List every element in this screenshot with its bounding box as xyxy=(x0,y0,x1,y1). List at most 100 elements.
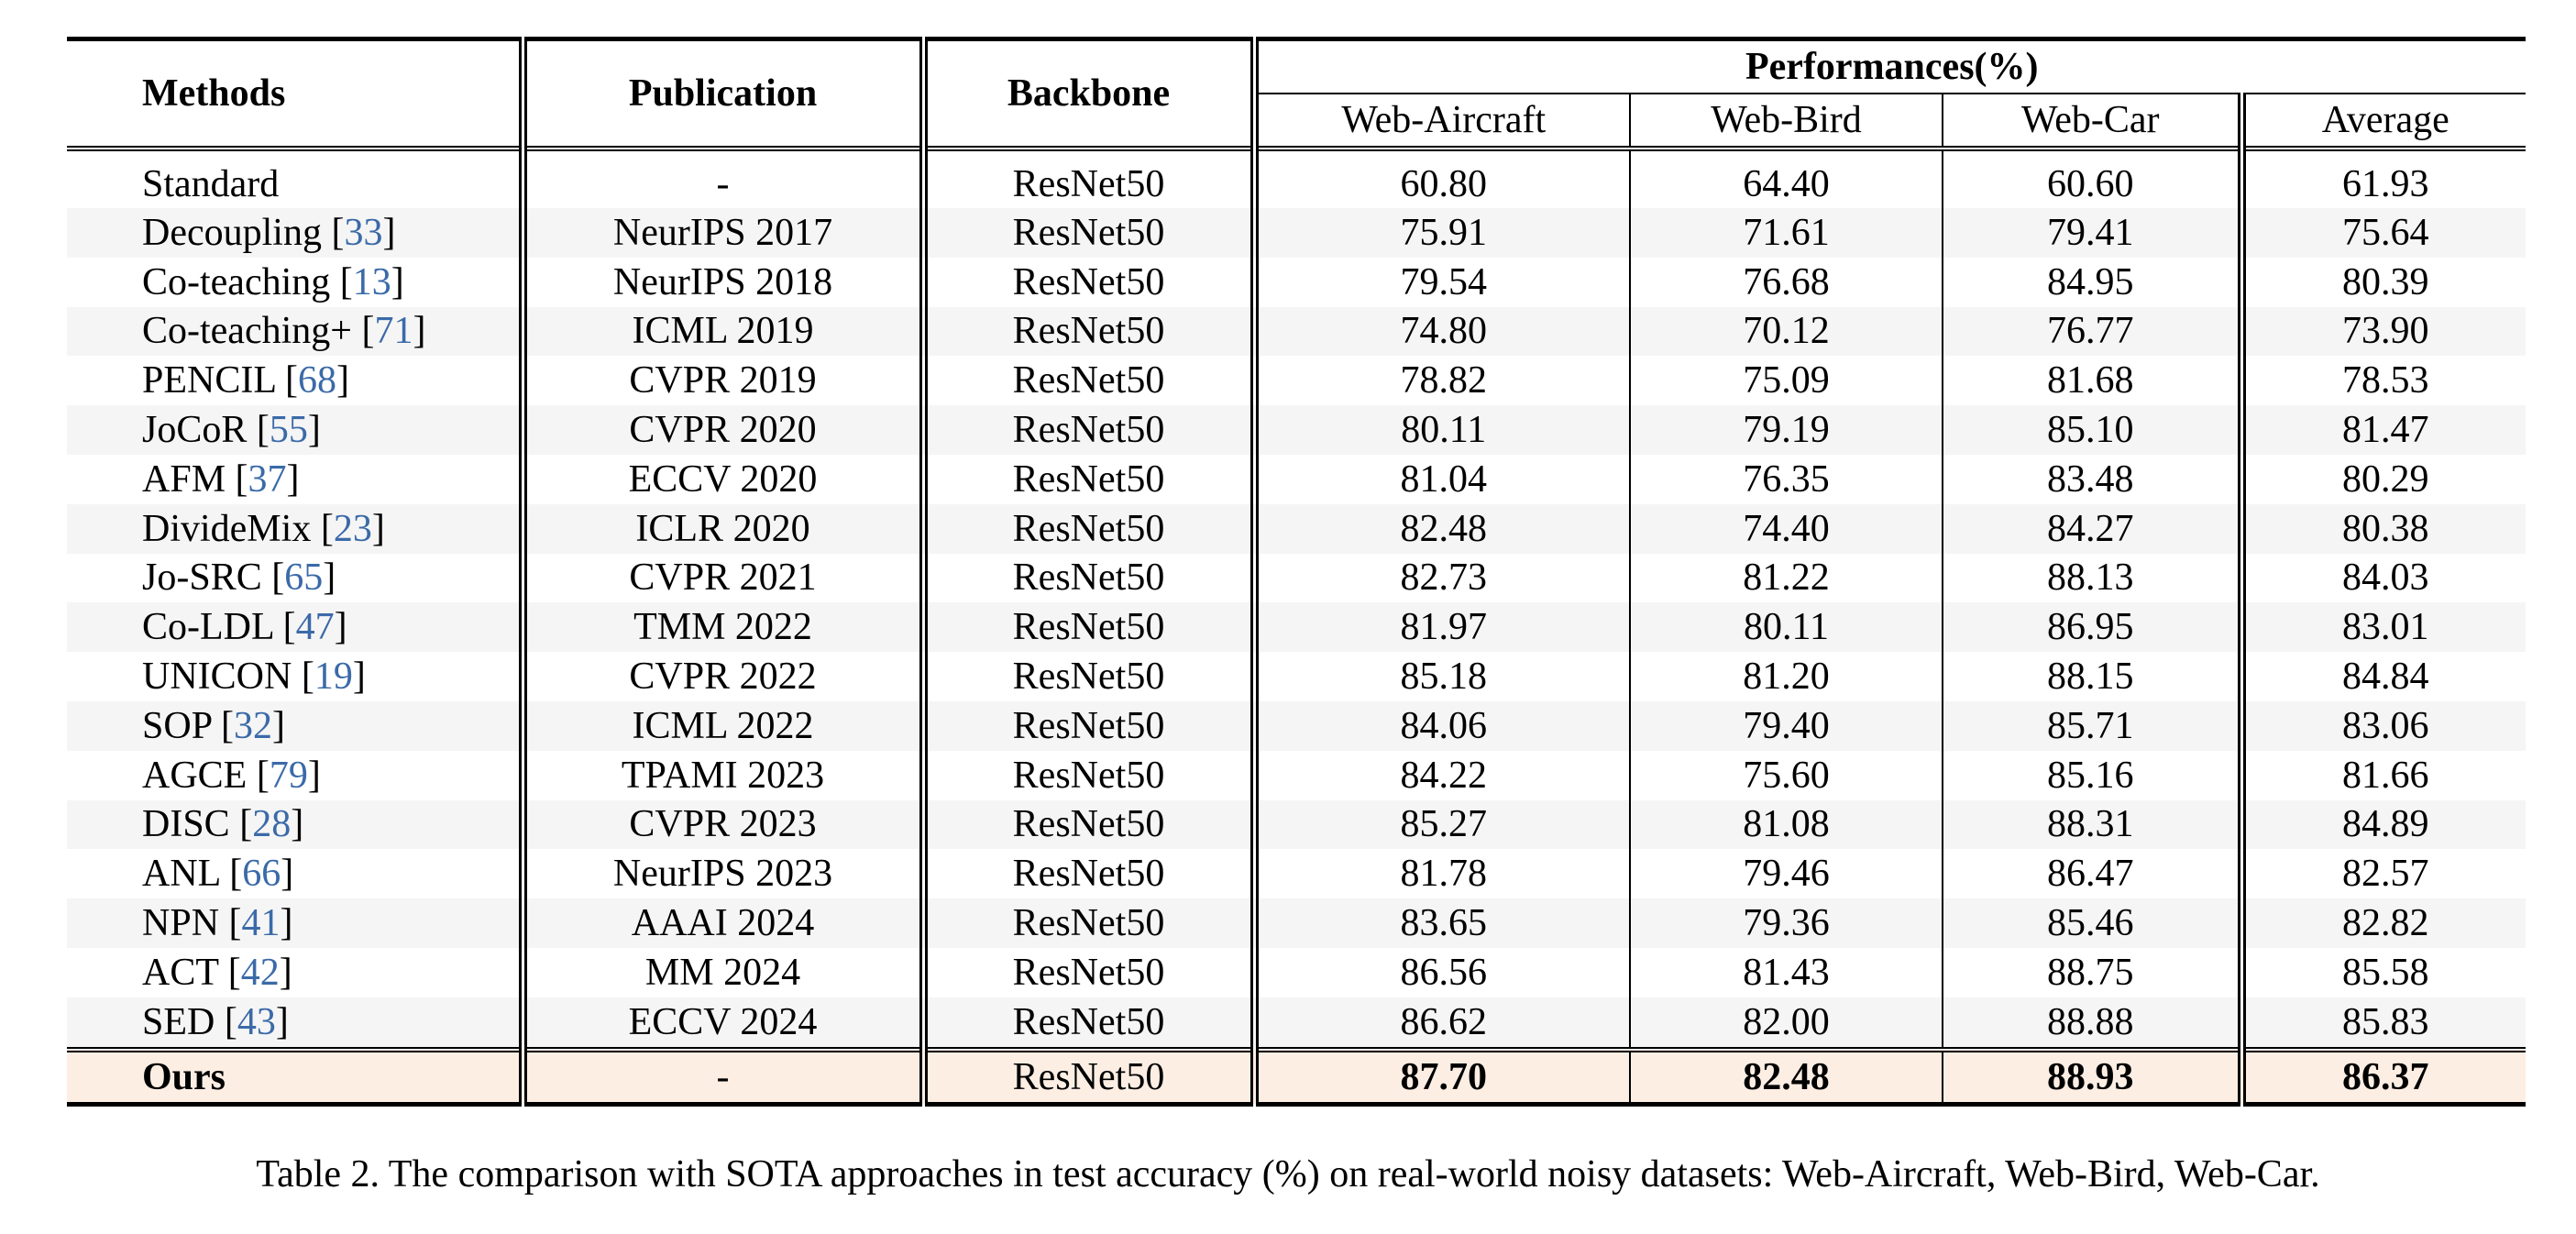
web-car-cell: 88.13 xyxy=(1943,553,2246,603)
publication-cell-ours: - xyxy=(523,1046,928,1107)
table-row: AGCE [79] TPAMI 2023 ResNet50 84.22 75.60 85.… xyxy=(67,750,2526,800)
web-car-cell: 88.88 xyxy=(1943,997,2246,1050)
table-row: SED [43] ECCV 2024 ResNet50 86.62 82.00 88.88… xyxy=(67,997,2526,1050)
average-cell: 61.93 xyxy=(2342,163,2429,205)
method-name: JoCoR xyxy=(142,409,248,452)
web-car-cell: 85.10 xyxy=(1943,405,2246,455)
method-name: Co-teaching+ xyxy=(142,310,352,353)
average-cell: 81.47 xyxy=(2241,405,2526,455)
table-row: Co-teaching [13] NeurIPS 2018 ResNet50 79.5… xyxy=(67,257,2526,307)
publication-cell: NeurIPS 2018 xyxy=(523,257,928,307)
backbone-cell: ResNet50 xyxy=(923,799,1259,850)
table-caption: Table 2. The comparison with SOTA approa… xyxy=(256,1153,2320,1195)
method-cell: AFM [37] xyxy=(67,454,527,504)
publication-cell: ECCV 2020 xyxy=(523,454,928,504)
web-aircraft-cell: 78.82 xyxy=(1254,356,1631,406)
web-aircraft-cell: 60.80 xyxy=(1254,149,1631,208)
web-car-cell: 83.48 xyxy=(1943,454,2246,504)
web-car-cell: 60.60 xyxy=(1943,149,2246,208)
method-name: DivideMix xyxy=(142,507,312,550)
header-web-bird: Web-Bird xyxy=(1630,93,1943,151)
method-cell: Co-teaching+ [71] xyxy=(67,306,527,357)
web-bird-cell: 70.12 xyxy=(1630,306,1943,357)
backbone-cell: ResNet50 xyxy=(923,208,1259,258)
citation-link[interactable]: 37 xyxy=(248,457,287,501)
publication-cell: ICML 2019 xyxy=(523,306,928,357)
table-row: SOP [32] ICML 2022 ResNet50 84.06 79.40 85.71… xyxy=(67,700,2526,751)
method-cell: SED [43] xyxy=(67,997,527,1050)
average-cell: 82.82 xyxy=(2241,898,2526,948)
average-cell: 75.64 xyxy=(2241,208,2526,258)
backbone-cell: ResNet50 xyxy=(923,602,1259,653)
backbone-cell: ResNet50 xyxy=(923,750,1259,800)
backbone-cell: ResNet50 xyxy=(923,503,1259,554)
citation-link[interactable]: 65 xyxy=(284,556,324,600)
average-cell: 80.38 xyxy=(2241,503,2526,554)
citation-link[interactable]: 55 xyxy=(269,409,308,452)
average-cell: 78.53 xyxy=(2342,359,2429,402)
backbone-cell: ResNet50 xyxy=(923,149,1259,208)
citation-link[interactable]: 28 xyxy=(252,803,292,846)
results-table: Methods Publication Backbone Performance… xyxy=(67,37,2526,1107)
method-cell: UNICON [19] xyxy=(67,652,527,701)
method-name: Co-teaching xyxy=(142,260,331,303)
backbone-cell: ResNet50 xyxy=(923,997,1259,1050)
method-cell: ACT [42] xyxy=(67,947,527,997)
header-performances: Performances(%) xyxy=(1745,46,2039,88)
average-cell: 80.29 xyxy=(2342,457,2429,501)
method-name: UNICON xyxy=(142,656,292,699)
citation-link[interactable]: 43 xyxy=(237,1000,276,1043)
citation-link[interactable]: 68 xyxy=(297,359,336,402)
backbone-cell: ResNet50 xyxy=(923,652,1259,701)
table-row: JoCoR [55] CVPR 2020 ResNet50 80.11 79.19 85.… xyxy=(67,405,2526,455)
citation-link[interactable]: 47 xyxy=(295,606,335,649)
web-aircraft-cell: 75.91 xyxy=(1254,208,1631,258)
web-bird-cell: 71.61 xyxy=(1630,208,1943,258)
citation-link[interactable]: 42 xyxy=(240,951,280,994)
citation-link[interactable]: 23 xyxy=(333,507,372,550)
table-row: Decoupling [33] NeurIPS 2017 ResNet50 75.91… xyxy=(67,208,2526,258)
web-car-cell: 88.75 xyxy=(1943,947,2246,997)
web-aircraft-cell: 86.56 xyxy=(1254,947,1631,997)
citation-link[interactable]: 71 xyxy=(374,310,413,353)
average-cell: 85.58 xyxy=(2342,951,2429,994)
web-car-cell: 85.71 xyxy=(1943,700,2246,751)
method-name: Jo-SRC xyxy=(142,556,262,600)
citation-link[interactable]: 19 xyxy=(314,656,353,699)
method-cell-ours: Ours xyxy=(67,1046,527,1107)
citation-link[interactable]: 33 xyxy=(344,211,383,254)
web-bird-cell: 76.68 xyxy=(1630,257,1943,307)
average-cell: 80.39 xyxy=(2342,260,2429,303)
web-car-cell: 84.27 xyxy=(1943,503,2246,554)
web-bird-cell: 80.11 xyxy=(1630,602,1943,653)
citation-link[interactable]: 41 xyxy=(241,902,281,945)
citation-link[interactable]: 13 xyxy=(352,260,391,303)
web-bird-cell: 81.08 xyxy=(1630,799,1943,850)
publication-cell: NeurIPS 2023 xyxy=(523,849,928,899)
web-aircraft-cell: 81.04 xyxy=(1254,454,1631,504)
web-bird-cell: 75.09 xyxy=(1630,356,1943,406)
table-row: Co-teaching+ [71] ICML 2019 ResNet50 74.80 7… xyxy=(67,306,2526,357)
citation-link[interactable]: 32 xyxy=(234,704,272,747)
average-cell: 81.66 xyxy=(2342,754,2429,797)
method-cell: AGCE [79] xyxy=(67,750,527,800)
web-aircraft-cell: 85.27 xyxy=(1254,799,1631,850)
publication-cell: CVPR 2020 xyxy=(523,405,928,455)
method-name: ANL xyxy=(142,853,220,896)
web-aircraft-cell: 83.65 xyxy=(1254,898,1631,948)
web-car-cell-ours: 88.93 xyxy=(1943,1046,2246,1107)
web-bird-cell: 79.46 xyxy=(1630,849,1943,899)
citation-link[interactable]: 79 xyxy=(269,754,308,797)
table-row: PENCIL [68] CVPR 2019 ResNet50 78.82 75.09 81… xyxy=(67,356,2526,406)
web-aircraft-cell: 80.11 xyxy=(1254,405,1631,455)
web-aircraft-cell: 74.80 xyxy=(1254,306,1631,357)
average-cell-ours: 86.37 xyxy=(2241,1046,2526,1107)
results-table-container: Methods Publication Backbone Performance… xyxy=(67,37,2526,1107)
method-cell: DivideMix [23] xyxy=(67,503,527,554)
web-car-cell: 86.95 xyxy=(1943,602,2246,653)
method-cell: Jo-SRC [65] xyxy=(67,553,527,603)
method-name: SOP xyxy=(142,704,212,747)
web-bird-cell: 64.40 xyxy=(1630,149,1943,208)
citation-link[interactable]: 66 xyxy=(242,853,281,896)
average-cell: 83.01 xyxy=(2241,602,2526,653)
